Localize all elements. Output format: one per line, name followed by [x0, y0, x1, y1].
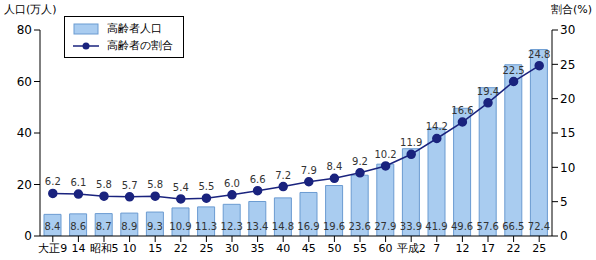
svg-text:平成2: 平成2 [397, 242, 426, 255]
svg-text:10.9: 10.9 [169, 221, 191, 232]
svg-text:7.9: 7.9 [301, 165, 317, 176]
svg-text:7.2: 7.2 [275, 170, 291, 181]
svg-text:6.6: 6.6 [250, 174, 266, 185]
html-text:割合(%): 割合(%) [551, 3, 592, 16]
svg-text:5.7: 5.7 [122, 180, 138, 191]
svg-text:55: 55 [353, 242, 367, 255]
svg-text:30: 30 [560, 23, 575, 37]
svg-text:9.3: 9.3 [147, 221, 163, 232]
svg-text:12: 12 [455, 242, 469, 255]
svg-text:33.9: 33.9 [400, 221, 422, 232]
svg-text:0: 0 [24, 229, 32, 243]
svg-text:66.5: 66.5 [502, 221, 524, 232]
svg-text:19.6: 19.6 [323, 221, 345, 232]
svg-text:8.4: 8.4 [45, 221, 61, 232]
svg-text:8.6: 8.6 [70, 221, 86, 232]
svg-text:7: 7 [433, 242, 440, 255]
svg-text:25: 25 [199, 242, 213, 255]
svg-text:14.8: 14.8 [272, 221, 294, 232]
html-text:高齢者の割合: 高齢者の割合 [107, 39, 173, 52]
svg-text:11.9: 11.9 [400, 137, 422, 148]
svg-text:60: 60 [379, 242, 393, 255]
svg-text:40: 40 [276, 242, 290, 255]
svg-text:19.4: 19.4 [477, 86, 499, 97]
svg-text:22: 22 [507, 242, 521, 255]
svg-text:5: 5 [560, 195, 568, 209]
svg-text:22: 22 [174, 242, 188, 255]
svg-text:8.9: 8.9 [121, 221, 137, 232]
svg-text:25: 25 [560, 58, 575, 72]
svg-text:6.0: 6.0 [224, 178, 240, 189]
svg-text:大正9: 大正9 [38, 242, 67, 255]
svg-text:8.7: 8.7 [96, 221, 112, 232]
svg-text:23.6: 23.6 [349, 221, 371, 232]
html-text:人口(万人): 人口(万人) [4, 3, 57, 16]
svg-text:60: 60 [17, 75, 32, 89]
svg-text:11.3: 11.3 [195, 221, 217, 232]
svg-text:72.4: 72.4 [528, 221, 550, 232]
svg-text:10: 10 [560, 161, 575, 175]
svg-text:9.2: 9.2 [352, 156, 368, 167]
svg-text:57.6: 57.6 [477, 221, 499, 232]
svg-text:20: 20 [17, 178, 32, 192]
svg-text:40: 40 [17, 126, 32, 140]
svg-text:14.2: 14.2 [426, 121, 448, 132]
svg-text:10.2: 10.2 [374, 149, 396, 160]
svg-text:16.6: 16.6 [451, 105, 473, 116]
svg-text:17: 17 [481, 242, 495, 255]
svg-text:0: 0 [560, 229, 568, 243]
svg-text:6.2: 6.2 [45, 176, 61, 187]
svg-text:13.4: 13.4 [246, 221, 268, 232]
svg-text:5.5: 5.5 [198, 181, 214, 192]
svg-text:15: 15 [148, 242, 162, 255]
svg-text:27.9: 27.9 [374, 221, 396, 232]
svg-text:6.1: 6.1 [70, 177, 86, 188]
svg-text:5.8: 5.8 [147, 179, 163, 190]
svg-text:41.9: 41.9 [425, 221, 447, 232]
svg-text:8.4: 8.4 [326, 161, 342, 172]
svg-text:22.5: 22.5 [502, 65, 524, 76]
svg-text:35: 35 [251, 242, 265, 255]
svg-text:80: 80 [17, 23, 32, 37]
svg-text:5.4: 5.4 [173, 182, 189, 193]
svg-text:5.8: 5.8 [96, 179, 112, 190]
html-text:高齢者人口: 高齢者人口 [107, 22, 162, 35]
svg-text:20: 20 [560, 92, 575, 106]
svg-text:14: 14 [71, 242, 85, 255]
svg-text:49.6: 49.6 [451, 221, 473, 232]
svg-text:24.8: 24.8 [528, 49, 550, 60]
svg-text:45: 45 [302, 242, 316, 255]
svg-text:50: 50 [327, 242, 341, 255]
svg-text:30: 30 [225, 242, 239, 255]
svg-text:昭和5: 昭和5 [90, 242, 119, 255]
svg-text:16.9: 16.9 [297, 221, 319, 232]
svg-text:12.3: 12.3 [221, 221, 243, 232]
svg-text:15: 15 [560, 126, 575, 140]
svg-text:25: 25 [532, 242, 546, 255]
svg-text:10: 10 [123, 242, 137, 255]
